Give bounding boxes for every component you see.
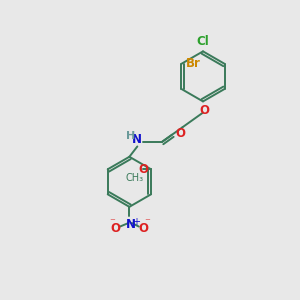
Text: N: N bbox=[126, 218, 136, 231]
Text: O: O bbox=[139, 221, 149, 235]
Text: O: O bbox=[200, 104, 209, 117]
Text: ⁻: ⁻ bbox=[144, 218, 150, 228]
Text: N: N bbox=[132, 133, 142, 146]
Text: +: + bbox=[132, 217, 140, 227]
Text: Br: Br bbox=[186, 57, 201, 70]
Text: O: O bbox=[175, 127, 185, 140]
Text: ⁻: ⁻ bbox=[109, 218, 115, 228]
Text: O: O bbox=[138, 163, 148, 176]
Text: O: O bbox=[110, 221, 120, 235]
Text: H: H bbox=[126, 131, 135, 141]
Text: CH₃: CH₃ bbox=[126, 173, 144, 183]
Text: Cl: Cl bbox=[196, 35, 209, 48]
